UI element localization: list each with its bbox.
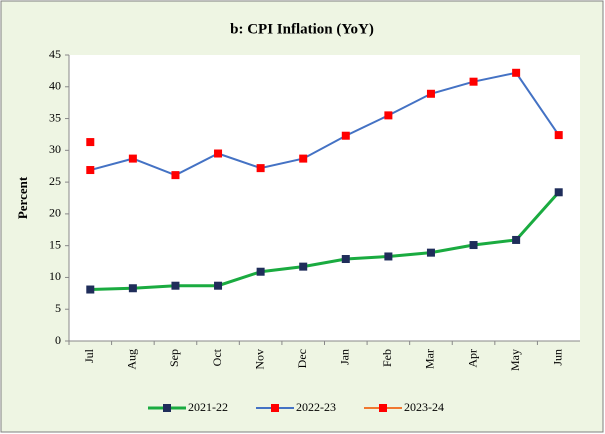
- marker: [341, 131, 350, 140]
- x-tick-label: Apr: [465, 349, 479, 368]
- x-tick-label: Jul: [82, 348, 96, 363]
- y-tick-label: 25: [49, 174, 61, 188]
- marker: [86, 285, 95, 294]
- legend-label: 2021-22: [188, 400, 228, 414]
- marker: [86, 166, 95, 175]
- x-tick-label: Mar: [423, 349, 437, 369]
- y-axis-label: Percent: [15, 176, 30, 219]
- y-tick-label: 0: [55, 333, 61, 347]
- series-line: [90, 71, 560, 177]
- series-line: [90, 191, 560, 292]
- legend-marker: [379, 404, 387, 412]
- marker: [256, 267, 265, 276]
- x-tick-label: Oct: [210, 348, 224, 366]
- y-tick-label: 45: [49, 47, 61, 61]
- chart-title: b: CPI Inflation (YoY): [230, 21, 374, 37]
- marker: [341, 255, 350, 264]
- marker: [469, 77, 478, 86]
- marker: [299, 262, 308, 271]
- marker: [384, 252, 393, 261]
- legend-marker: [271, 404, 279, 412]
- marker: [554, 188, 563, 197]
- marker: [171, 171, 180, 180]
- marker: [171, 281, 180, 290]
- x-tick-label: Nov: [252, 349, 266, 370]
- legend-label: 2022-23: [296, 400, 336, 414]
- marker: [256, 164, 265, 173]
- x-tick-label: Jan: [338, 349, 352, 365]
- marker: [128, 154, 137, 163]
- legend-marker: [163, 404, 171, 412]
- x-tick-label: Dec: [295, 349, 309, 368]
- marker: [554, 131, 563, 140]
- marker: [384, 111, 393, 120]
- marker: [512, 68, 521, 77]
- x-tick-label: Sep: [167, 349, 181, 367]
- y-tick-label: 30: [49, 142, 61, 156]
- marker: [426, 248, 435, 257]
- y-tick-label: 5: [55, 301, 61, 315]
- marker: [426, 89, 435, 98]
- y-tick-label: 15: [49, 237, 61, 251]
- marker: [512, 235, 521, 244]
- x-tick-label: Jun: [550, 349, 564, 366]
- x-tick-label: Aug: [125, 349, 139, 370]
- marker: [86, 138, 95, 147]
- x-tick-label: May: [508, 349, 522, 371]
- x-tick-label: Feb: [380, 349, 394, 367]
- marker: [128, 284, 137, 293]
- marker: [299, 154, 308, 163]
- marker: [469, 241, 478, 250]
- marker: [214, 149, 223, 158]
- plot-area: [69, 55, 580, 341]
- y-tick-label: 35: [49, 110, 61, 124]
- y-tick-label: 20: [49, 206, 61, 220]
- marker: [214, 281, 223, 290]
- legend-label: 2023-24: [404, 400, 444, 414]
- y-tick-label: 40: [49, 79, 61, 93]
- y-tick-label: 10: [49, 269, 61, 283]
